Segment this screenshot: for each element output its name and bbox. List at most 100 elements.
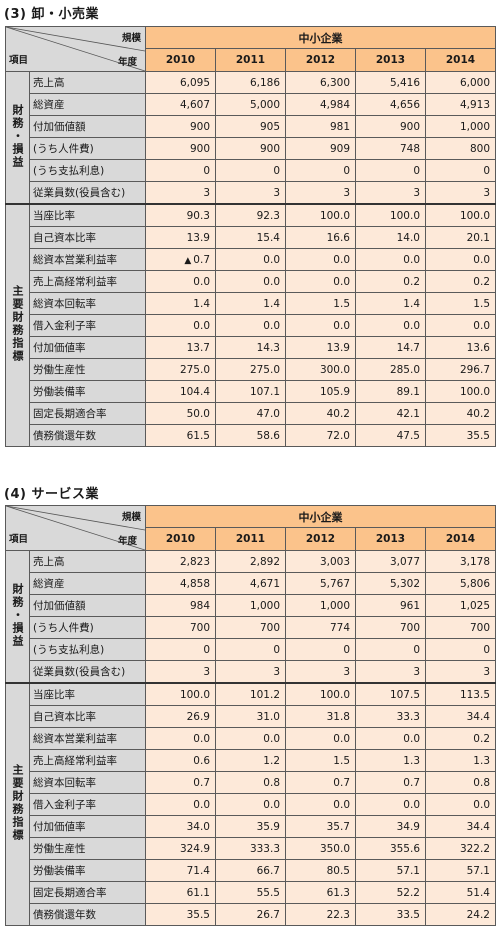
table-row: 債務償還年数 35.5 26.7 22.3 33.5 24.2 <box>6 903 496 926</box>
value-cell: 961 <box>355 594 426 617</box>
value-text: 107.1 <box>249 385 280 398</box>
value-text: 72.0 <box>326 429 350 442</box>
value-text: 35.7 <box>326 820 350 833</box>
value-cell: 24.2 <box>425 903 496 926</box>
value-cell: 100.0 <box>425 203 496 227</box>
row-label: (うち人件費) <box>29 137 146 160</box>
value-text: 275.0 <box>249 363 280 376</box>
value-cell: 0.0 <box>425 314 496 337</box>
year-header: 2014 <box>425 48 496 72</box>
value-text: 275.0 <box>179 363 210 376</box>
value-text: 100.0 <box>459 385 490 398</box>
value-cell: 700 <box>145 616 216 639</box>
value-cell: 984 <box>145 594 216 617</box>
value-cell: 35.5 <box>145 903 216 926</box>
value-cell: 0.0 <box>215 248 286 271</box>
value-cell: 322.2 <box>425 837 496 860</box>
row-label: 総資本営業利益率 <box>29 248 146 271</box>
row-label: 固定長期適合率 <box>29 881 146 904</box>
value-cell: 0.0 <box>285 314 356 337</box>
value-text: 57.1 <box>396 864 420 877</box>
value-text: 0.0 <box>263 275 280 288</box>
row-label: 労働生産性 <box>29 358 146 381</box>
value-cell: 285.0 <box>355 358 426 381</box>
value-text: 700 <box>189 621 210 634</box>
value-cell: 0.0 <box>425 793 496 816</box>
table-row: 売上高経常利益率 0.6 1.2 1.5 1.3 1.3 <box>6 749 496 772</box>
value-cell: 35.5 <box>425 424 496 447</box>
value-text: 961 <box>399 599 420 612</box>
value-text: 35.5 <box>186 908 210 921</box>
row-label: 総資産 <box>29 572 146 595</box>
value-cell: 3 <box>285 181 356 205</box>
value-cell: 1.3 <box>355 749 426 772</box>
value-text: 0.0 <box>333 798 350 811</box>
value-text: 0 <box>343 164 350 177</box>
table-wholesale-retail: 規模 年度 項目 中小企業 2010 2011 2012 2013 2014 財務・損益 売上高 6,… <box>5 26 496 447</box>
value-cell: 0.0 <box>425 248 496 271</box>
table-row: 労働生産性 324.9 333.3 350.0 355.6 322.2 <box>6 837 496 860</box>
value-text: 0 <box>273 643 280 656</box>
value-cell: 57.1 <box>355 859 426 882</box>
value-text: 6,000 <box>459 76 490 89</box>
value-text: 322.2 <box>459 842 490 855</box>
value-text: 6,186 <box>249 76 280 89</box>
row-label: 従業員数(役員含む) <box>29 660 146 684</box>
value-cell: 4,858 <box>145 572 216 595</box>
value-text: 61.1 <box>186 886 210 899</box>
value-text: 0 <box>413 643 420 656</box>
value-text: 3,178 <box>459 555 490 568</box>
value-text: 100.0 <box>319 688 350 701</box>
value-text: 4,984 <box>319 98 350 111</box>
row-label: 総資本回転率 <box>29 771 146 794</box>
row-label: (うち人件費) <box>29 616 146 639</box>
value-cell: 355.6 <box>355 837 426 860</box>
value-text: 50.0 <box>186 407 210 420</box>
table-row: (うち支払利息) 0 0 0 0 0 <box>6 159 496 182</box>
value-cell: 40.2 <box>285 402 356 425</box>
value-text: 1,000 <box>249 599 280 612</box>
row-label: 借入金利子率 <box>29 314 146 337</box>
value-text: 0.0 <box>263 798 280 811</box>
value-cell: 0 <box>285 159 356 182</box>
value-text: 31.8 <box>326 710 350 723</box>
group-header-sme: 中小企業 <box>145 26 496 49</box>
value-text: 0 <box>343 643 350 656</box>
value-text: 35.9 <box>256 820 280 833</box>
row-label: 売上高 <box>29 550 146 573</box>
table-row: 総資産 4,607 5,000 4,984 4,656 4,913 <box>6 93 496 116</box>
value-text: 0.0 <box>263 732 280 745</box>
value-cell: 3 <box>425 660 496 684</box>
value-text: 700 <box>399 621 420 634</box>
value-text: 5,416 <box>389 76 420 89</box>
value-text: 58.6 <box>256 429 280 442</box>
value-text: 909 <box>329 142 350 155</box>
value-cell: 57.1 <box>425 859 496 882</box>
value-text: 3 <box>273 186 280 199</box>
row-label: 総資産 <box>29 93 146 116</box>
value-cell: 0.0 <box>285 727 356 750</box>
value-cell: 2,892 <box>215 550 286 573</box>
value-text: 14.7 <box>396 341 420 354</box>
value-cell: 26.9 <box>145 705 216 728</box>
value-text: 20.1 <box>466 231 490 244</box>
value-cell: 14.0 <box>355 226 426 249</box>
value-cell: 14.7 <box>355 336 426 359</box>
value-cell: 4,913 <box>425 93 496 116</box>
table-row: 付加価値率 13.7 14.3 13.9 14.7 13.6 <box>6 336 496 359</box>
value-text: 900 <box>399 120 420 133</box>
item-label: 項目 <box>9 55 29 66</box>
table-row: 労働生産性 275.0 275.0 300.0 285.0 296.7 <box>6 358 496 381</box>
value-cell: 34.4 <box>425 815 496 838</box>
value-text: 22.3 <box>326 908 350 921</box>
value-cell: 92.3 <box>215 203 286 227</box>
value-text: 90.3 <box>186 209 210 222</box>
table-row: 主要財務指標 当座比率 100.0 101.2 100.0 107.5 113.5 <box>5 682 496 926</box>
value-cell: 3,077 <box>355 550 426 573</box>
value-text: 0.7 <box>333 776 350 789</box>
value-cell: 80.5 <box>285 859 356 882</box>
section-3-title: (3) 卸・小売業 <box>4 7 99 22</box>
value-cell: 6,000 <box>425 71 496 94</box>
value-cell: 14.3 <box>215 336 286 359</box>
value-text: 700 <box>259 621 280 634</box>
